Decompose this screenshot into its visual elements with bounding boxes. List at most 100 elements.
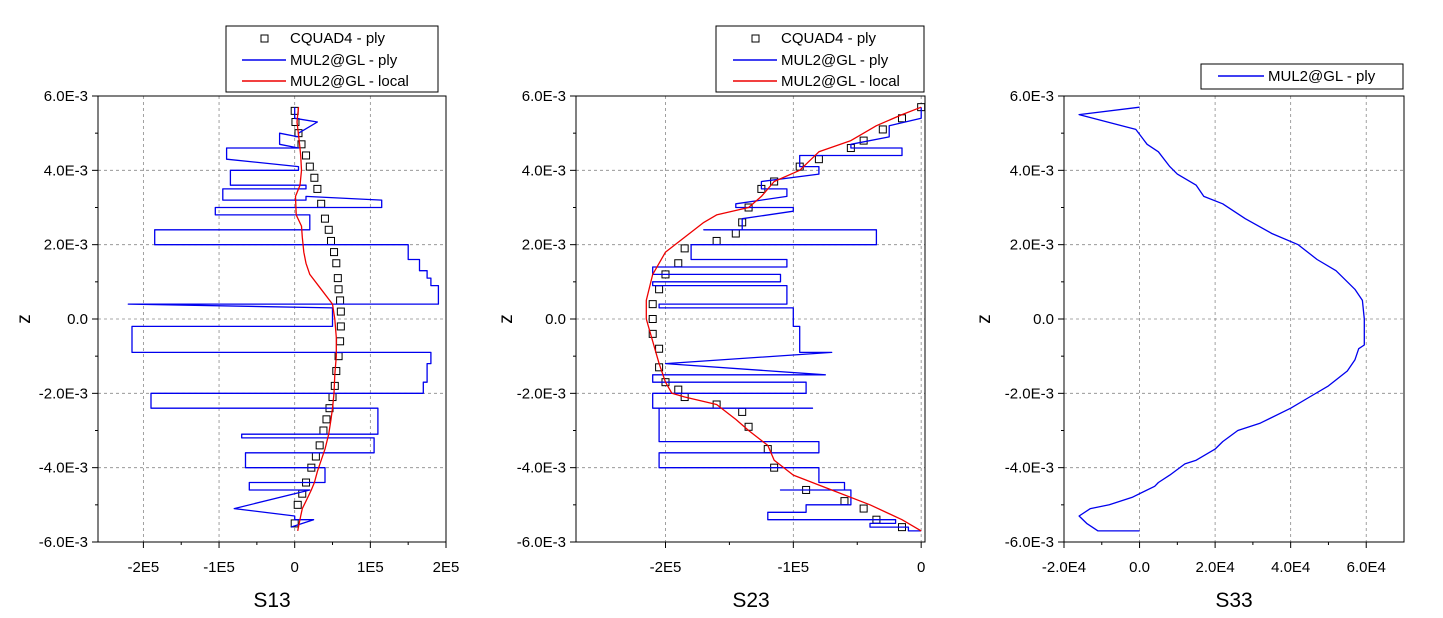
gridlines: [1064, 96, 1404, 542]
data-point-cquad4: [738, 407, 747, 416]
x-axis-label: S13: [253, 589, 290, 612]
x-tick-label: 4.0E4: [1271, 559, 1310, 576]
y-tick-label: 6.0E-3: [522, 88, 566, 105]
gridlines: [98, 96, 446, 542]
data-point-cquad4: [313, 184, 322, 193]
data-point-cquad4: [322, 415, 331, 424]
data-point-cquad4: [333, 274, 342, 283]
data-point-cquad4: [332, 367, 341, 376]
x-tick-label: -2.0E4: [1042, 559, 1086, 576]
data-point-cquad4: [731, 229, 740, 238]
axes: -2E5 -1E5 0 -6.0E-3 -4.0E-3 -2.0E-3 0.0 2.0E-3 4…: [517, 88, 926, 576]
y-tick-label: 4.0E-3: [1010, 162, 1054, 179]
y-tick-label: 2.0E-3: [522, 237, 566, 254]
y-tick-label: 2.0E-3: [44, 237, 88, 254]
data-point-cquad4: [315, 441, 324, 450]
data-point-cquad4: [319, 426, 328, 435]
x-tick-label: 1E5: [357, 559, 384, 576]
data-point-cquad4: [648, 315, 657, 323]
axes: -2.0E4 0.0 2.0E4 4.0E4 6.0E4 -6.0E-3 -4.0E-3 -2…: [1005, 88, 1386, 576]
data-point-cquad4: [332, 259, 341, 268]
x-tick-label: 6.0E4: [1347, 559, 1386, 576]
x-tick-label: 0.0: [1129, 559, 1150, 576]
y-tick-label: -4.0E-3: [517, 460, 566, 477]
legend-marker-cquad4: [260, 34, 269, 43]
data-point-cquad4: [324, 225, 333, 234]
y-tick-label: 0.0: [545, 311, 566, 328]
data-point-cquad4: [317, 199, 326, 208]
legend-label-ply: MUL2@GL - ply: [1268, 68, 1376, 85]
legend-label-ply: MUL2@GL - ply: [290, 52, 398, 69]
data-point-cquad4: [648, 329, 657, 338]
data-point-cquad4: [878, 125, 887, 134]
x-tick-label: -1E5: [203, 559, 235, 576]
legend-label-local: MUL2@GL - local: [781, 73, 900, 90]
data-point-cquad4: [311, 452, 320, 461]
data-point-cquad4: [302, 151, 311, 160]
axes: -2E5 -1E5 0 1E5 2E5 -6.0E-3 -4.0E-3 -2.0E-3 0.0 2…: [39, 88, 460, 576]
series-line-local: [294, 107, 337, 532]
legend-label-cquad4: CQUAD4 - ply: [781, 30, 877, 47]
data-point-cquad4: [293, 500, 302, 509]
series-line-ply: [652, 107, 922, 532]
x-tick-label: -2E5: [650, 559, 682, 576]
y-tick-label: 4.0E-3: [44, 162, 88, 179]
x-tick-label: 0: [291, 559, 299, 576]
series-line-ply: [1078, 106, 1365, 532]
gridlines: [576, 96, 925, 542]
data-point-cquad4: [336, 337, 345, 346]
y-tick-label: 4.0E-3: [522, 162, 566, 179]
legend-label-ply: MUL2@GL - ply: [781, 52, 889, 69]
data-point-cquad4: [310, 173, 319, 182]
data-point-cquad4: [648, 300, 657, 309]
y-tick-label: 0.0: [1033, 311, 1054, 328]
data-point-cquad4: [814, 155, 823, 164]
data-point-cquad4: [744, 422, 753, 431]
data-point-cquad4: [859, 504, 868, 513]
series-line-local: [645, 106, 922, 532]
legend-label-cquad4: CQUAD4 - ply: [290, 30, 386, 47]
y-axis-label: z: [496, 314, 517, 324]
y-tick-label: -2.0E-3: [39, 385, 88, 402]
legend-label-local: MUL2@GL - local: [290, 73, 409, 90]
y-tick-label: -6.0E-3: [39, 534, 88, 551]
series-line-ply: [127, 107, 440, 528]
data-series: [645, 103, 926, 532]
y-tick-label: -4.0E-3: [1005, 460, 1054, 477]
y-tick-label: -4.0E-3: [39, 460, 88, 477]
data-point-cquad4: [336, 307, 345, 316]
data-point-cquad4: [840, 497, 849, 506]
y-tick-label: -6.0E-3: [1005, 534, 1054, 551]
data-series: [1078, 106, 1365, 532]
data-point-cquad4: [680, 244, 689, 253]
legend: MUL2@GL - ply: [1200, 63, 1404, 90]
y-tick-label: 0.0: [67, 311, 88, 328]
data-point-cquad4: [674, 385, 683, 394]
y-tick-label: 6.0E-3: [44, 88, 88, 105]
plot-s33: -2.0E4 0.0 2.0E4 4.0E4 6.0E4 -6.0E-3 -4.0E-3 -2…: [974, 63, 1405, 612]
x-axis-label: S23: [732, 589, 769, 612]
y-tick-label: 6.0E-3: [1010, 88, 1054, 105]
data-point-cquad4: [297, 140, 306, 149]
data-point-cquad4: [655, 285, 664, 294]
data-point-cquad4: [674, 259, 683, 268]
y-tick-label: -6.0E-3: [517, 534, 566, 551]
y-tick-label: 2.0E-3: [1010, 237, 1054, 254]
data-point-cquad4: [334, 285, 343, 294]
data-point-cquad4: [330, 248, 339, 257]
x-axis-label: S33: [1215, 589, 1252, 612]
y-tick-label: -2.0E-3: [1005, 385, 1054, 402]
y-axis-label: z: [974, 314, 995, 324]
data-series: [127, 106, 440, 532]
data-point-cquad4: [320, 214, 329, 223]
plot-s23: -2E5 -1E5 0 -6.0E-3 -4.0E-3 -2.0E-3 0.0 2.0E-3 4…: [496, 25, 926, 612]
y-tick-label: -2.0E-3: [517, 385, 566, 402]
legend-marker-cquad4: [751, 34, 760, 43]
data-point-cquad4: [328, 393, 337, 402]
data-point-cquad4: [336, 296, 345, 305]
data-point-cquad4: [712, 236, 721, 245]
x-tick-label: 2.0E4: [1196, 559, 1235, 576]
data-point-cquad4: [305, 162, 314, 171]
x-tick-label: -1E5: [777, 559, 809, 576]
